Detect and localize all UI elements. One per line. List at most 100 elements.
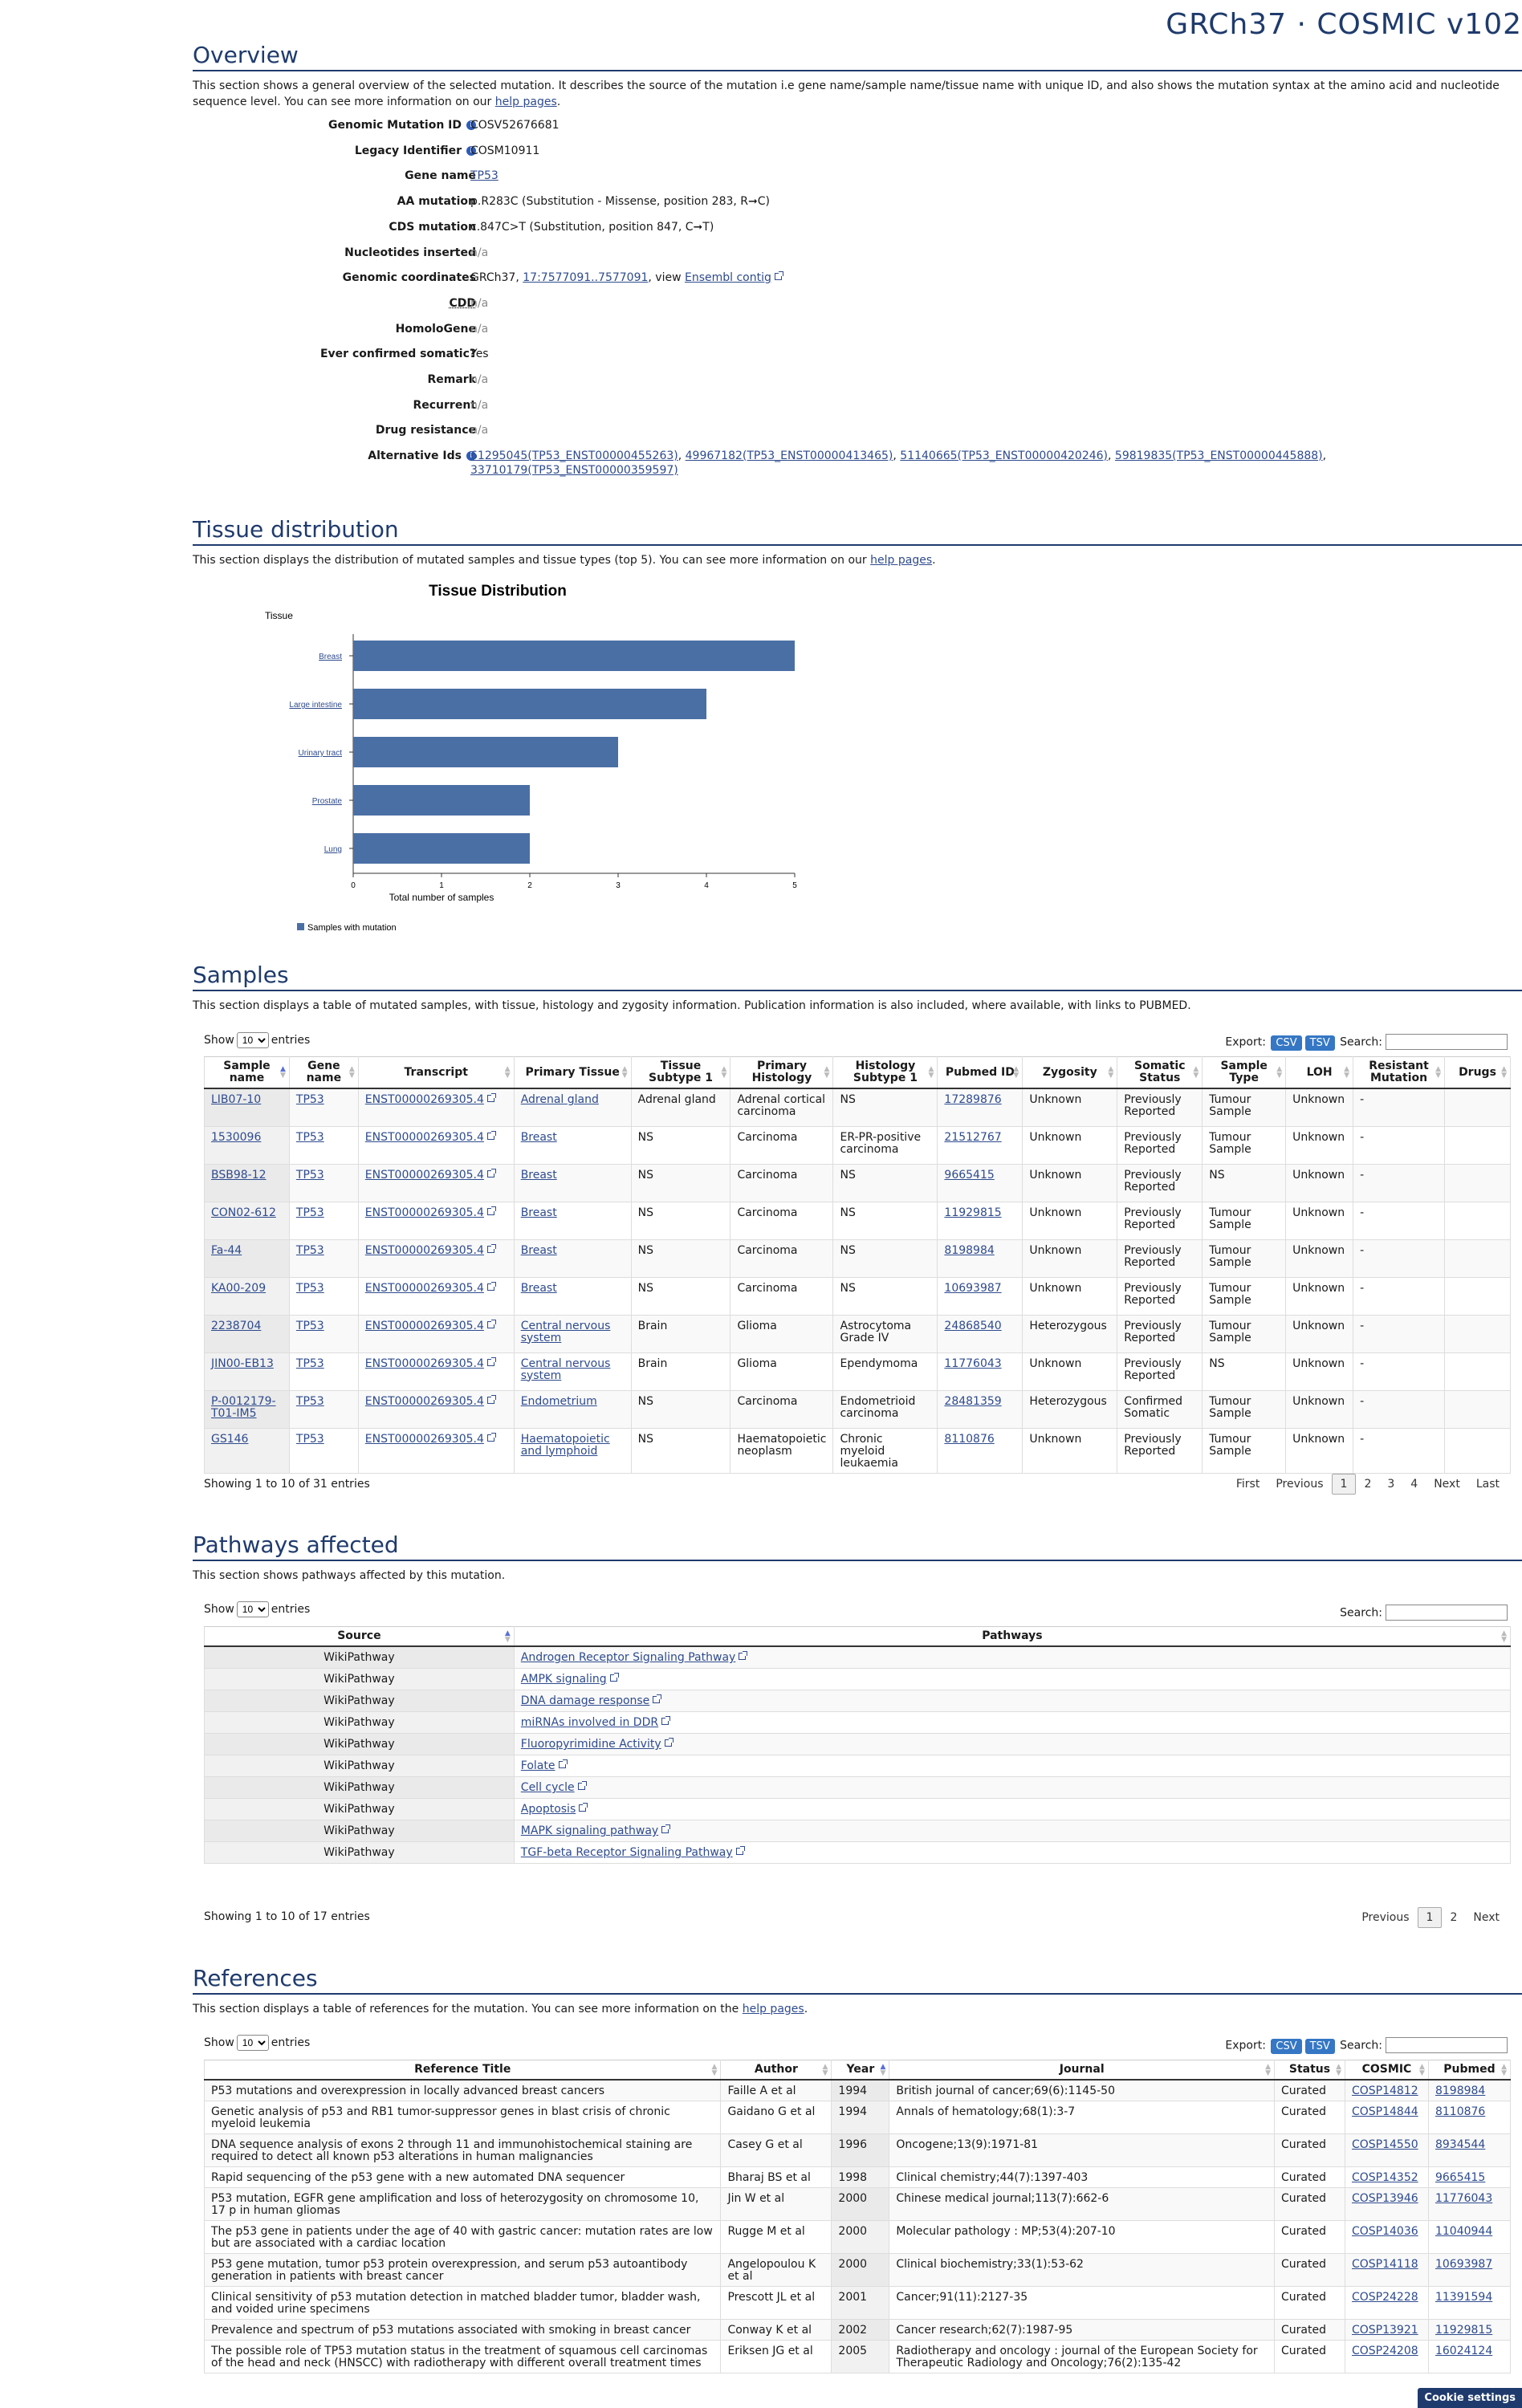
page-button[interactable]: 1 [1331, 1474, 1357, 1495]
pathway-link[interactable]: TGF-beta Receptor Signaling Pathway [520, 1846, 733, 1859]
cell-link[interactable]: P-0012179-T01-IM5 [211, 1394, 276, 1420]
cell-link[interactable]: LIB07-10 [211, 1093, 262, 1106]
cell-link[interactable]: 11929815 [944, 1206, 1002, 1219]
cell-link[interactable]: ENST00000269305.4 [364, 1281, 484, 1295]
cell-link[interactable]: Central nervous system [520, 1319, 611, 1344]
page-button[interactable]: Previous [1276, 1478, 1324, 1491]
pubmed-link[interactable]: 11040944 [1435, 2225, 1493, 2238]
references-tsv-button[interactable]: TSV [1304, 2038, 1335, 2054]
pathway-link[interactable]: Cell cycle [520, 1781, 575, 1794]
pathways-length-select[interactable]: 10 [236, 1601, 269, 1617]
info-icon[interactable]: i [466, 145, 476, 156]
page-button[interactable]: First [1235, 1478, 1260, 1491]
cell-link[interactable]: BSB98-12 [211, 1168, 267, 1182]
cell-link[interactable]: JIN00-EB13 [211, 1357, 274, 1370]
cell-link[interactable]: ENST00000269305.4 [364, 1319, 484, 1332]
cell-link[interactable]: TP53 [295, 1281, 324, 1295]
column-header[interactable]: Author ▲ ▼ [720, 2060, 832, 2081]
cell-link[interactable]: Breast [520, 1206, 557, 1219]
y-tick-label[interactable]: Large intestine [289, 701, 342, 710]
cell-link[interactable]: TP53 [295, 1394, 324, 1408]
cell-link[interactable]: Breast [520, 1243, 557, 1257]
cell-link[interactable]: TP53 [295, 1168, 324, 1182]
column-header[interactable]: Somatic Status ▲ ▼ [1117, 1056, 1203, 1089]
column-header[interactable]: COSMIC ▲ ▼ [1345, 2060, 1429, 2081]
column-header[interactable]: Sample Type ▲ ▼ [1202, 1056, 1287, 1089]
cell-link[interactable]: 8110876 [944, 1432, 995, 1446]
gene-name-link[interactable]: TP53 [470, 169, 499, 183]
page-button[interactable]: 1 [1417, 1907, 1443, 1928]
cosmic-paper-link[interactable]: COSP14118 [1351, 2258, 1418, 2271]
pathway-link[interactable]: Fluoropyrimidine Activity [520, 1738, 661, 1751]
column-header[interactable]: Gene name ▲ ▼ [289, 1056, 359, 1089]
alt-id-link[interactable]: 61295045(TP53_ENST00000455263) [470, 449, 678, 463]
column-header[interactable]: Journal ▲ ▼ [889, 2060, 1276, 2081]
cosmic-paper-link[interactable]: COSP13921 [1351, 2324, 1418, 2337]
cell-link[interactable]: TP53 [295, 1432, 324, 1446]
cosmic-paper-link[interactable]: COSP14844 [1351, 2105, 1418, 2118]
cell-link[interactable]: 1530096 [211, 1130, 262, 1144]
pathway-link[interactable]: Androgen Receptor Signaling Pathway [520, 1651, 736, 1664]
cell-link[interactable]: ENST00000269305.4 [364, 1130, 484, 1144]
cell-link[interactable]: ENST00000269305.4 [364, 1093, 484, 1106]
cell-link[interactable]: ENST00000269305.4 [364, 1432, 484, 1446]
info-icon[interactable]: i [466, 451, 476, 462]
cell-link[interactable]: 2238704 [211, 1319, 262, 1332]
bar-large-intestine[interactable] [353, 689, 706, 719]
column-header[interactable]: Status ▲ ▼ [1274, 2060, 1345, 2081]
references-csv-button[interactable]: CSV [1271, 2038, 1302, 2054]
column-header[interactable]: Pathways ▲ ▼ [514, 1626, 1512, 1647]
column-header[interactable]: Reference Title ▲ ▼ [203, 2060, 722, 2081]
y-tick-label[interactable]: Prostate [312, 797, 343, 806]
cell-link[interactable]: TP53 [295, 1357, 324, 1370]
pubmed-link[interactable]: 11929815 [1435, 2324, 1493, 2337]
cell-link[interactable]: 17289876 [944, 1093, 1002, 1106]
samples-tsv-button[interactable]: TSV [1304, 1035, 1335, 1051]
column-header[interactable]: Drugs ▲ ▼ [1444, 1056, 1512, 1089]
cell-link[interactable]: Endometrium [520, 1394, 597, 1408]
column-header[interactable]: Zygosity ▲ ▼ [1022, 1056, 1118, 1089]
y-tick-label[interactable]: Breast [319, 653, 342, 661]
pathway-link[interactable]: DNA damage response [520, 1694, 650, 1707]
alt-id-link[interactable]: 49967182(TP53_ENST00000413465) [685, 449, 893, 463]
pubmed-link[interactable]: 11391594 [1435, 2291, 1493, 2304]
cell-link[interactable]: ENST00000269305.4 [364, 1394, 484, 1408]
bar-urinary-tract[interactable] [353, 737, 618, 767]
cell-link[interactable]: Haematopoietic and lymphoid [520, 1432, 610, 1458]
cell-link[interactable]: GS146 [211, 1432, 249, 1446]
cell-link[interactable]: 21512767 [944, 1130, 1002, 1144]
cosmic-paper-link[interactable]: COSP14550 [1351, 2138, 1418, 2151]
page-button[interactable]: Next [1434, 1478, 1460, 1491]
ensembl-contig-link[interactable]: Ensembl contig [684, 271, 771, 285]
page-button[interactable]: 4 [1410, 1478, 1418, 1491]
bar-breast[interactable] [353, 641, 795, 671]
cell-link[interactable]: Fa-44 [211, 1243, 242, 1257]
samples-csv-button[interactable]: CSV [1271, 1035, 1302, 1051]
column-header[interactable]: Resistant Mutation ▲ ▼ [1353, 1056, 1445, 1089]
references-search-input[interactable] [1386, 2037, 1508, 2053]
column-header[interactable]: Source ▲ ▼ [204, 1626, 515, 1647]
pathway-link[interactable]: miRNAs involved in DDR [520, 1716, 659, 1729]
cell-link[interactable]: 9665415 [944, 1168, 995, 1182]
cell-link[interactable]: TP53 [295, 1206, 324, 1219]
cell-link[interactable]: Breast [520, 1168, 557, 1182]
page-button[interactable]: 2 [1450, 1911, 1458, 1924]
cell-link[interactable]: TP53 [295, 1319, 324, 1332]
y-tick-label[interactable]: Lung [324, 845, 342, 854]
column-header[interactable]: Primary Tissue ▲ ▼ [514, 1056, 632, 1089]
cell-link[interactable]: TP53 [295, 1130, 324, 1144]
pathway-link[interactable]: Apoptosis [520, 1803, 576, 1816]
pathways-search-input[interactable] [1386, 1605, 1508, 1621]
cell-link[interactable]: Breast [520, 1130, 557, 1144]
y-tick-label[interactable]: Urinary tract [299, 749, 343, 758]
pubmed-link[interactable]: 11776043 [1435, 2192, 1493, 2205]
pathway-link[interactable]: Folate [520, 1759, 555, 1772]
column-header[interactable]: Pubmed ID ▲ ▼ [937, 1056, 1023, 1089]
page-button[interactable]: 2 [1364, 1478, 1372, 1491]
column-header[interactable]: Sample name ▲ ▼ [204, 1056, 290, 1089]
cosmic-paper-link[interactable]: COSP24228 [1351, 2291, 1418, 2304]
cosmic-paper-link[interactable]: COSP13946 [1351, 2192, 1418, 2205]
cosmic-paper-link[interactable]: COSP14352 [1351, 2171, 1418, 2184]
cell-link[interactable]: 10693987 [944, 1281, 1002, 1295]
column-header[interactable]: Transcript ▲ ▼ [358, 1056, 515, 1089]
